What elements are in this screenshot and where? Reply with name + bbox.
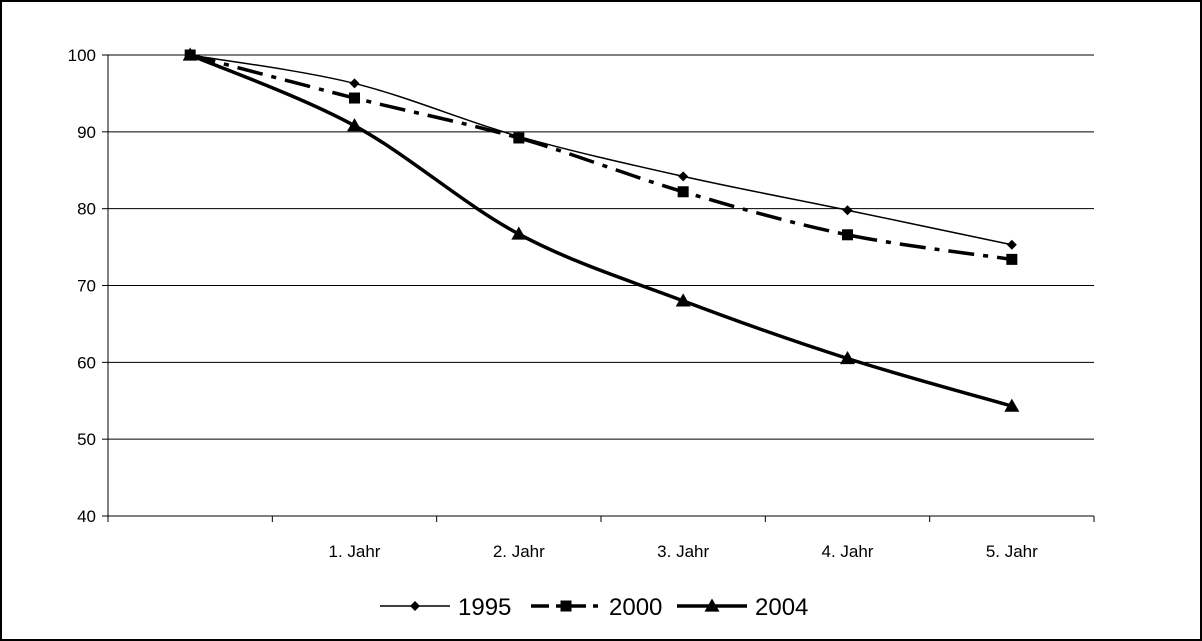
x-tick-label: 2. Jahr	[493, 542, 545, 561]
point-2000-5	[1006, 253, 1018, 265]
point-2000-2	[513, 132, 525, 144]
point-2004-5	[1004, 398, 1020, 412]
point-1995-4	[842, 205, 853, 216]
legend-marker-2000	[560, 600, 572, 612]
legend-label-2004: 2004	[755, 594, 808, 621]
point-2004-1	[347, 118, 362, 132]
x-tick-label: 4. Jahr	[822, 542, 874, 561]
series-line-1995	[190, 54, 1012, 246]
point-1995-1	[349, 78, 360, 89]
point-2004-3	[675, 293, 691, 307]
series-markers	[182, 47, 1020, 412]
legend-label-1995: 1995	[458, 594, 511, 621]
y-tick-label: 50	[77, 430, 96, 449]
series-line-2000	[189, 53, 1013, 262]
legend-label-2000: 2000	[609, 594, 662, 621]
x-tick-label: 3. Jahr	[657, 542, 709, 561]
y-tick-label: 90	[77, 123, 96, 142]
point-2004-4	[840, 350, 855, 365]
y-tick-label: 80	[77, 200, 96, 219]
legend: 1995 2000 2004	[380, 594, 808, 621]
point-2000-4	[842, 229, 853, 241]
y-tick-label: 100	[68, 46, 96, 65]
y-tick-label: 70	[77, 277, 96, 296]
point-2004-0	[182, 47, 198, 61]
x-tick-label: 5. Jahr	[986, 542, 1038, 561]
legend-marker-1995	[410, 601, 420, 611]
y-tick-label: 40	[77, 507, 96, 526]
tick-labels: 40 50 60 70 80 90 100 1. Jahr 2. Jahr 3. Jahr 4. J…	[68, 46, 1039, 561]
gridlines	[108, 54, 1094, 440]
x-tick-label: 1. Jahr	[329, 542, 381, 561]
series-lines	[189, 53, 1013, 408]
point-1995-5	[1006, 239, 1017, 250]
legend-marker-2004	[704, 598, 720, 612]
point-2004-2	[511, 226, 527, 240]
point-1995-3	[678, 171, 689, 182]
series-line-2004	[189, 53, 1013, 408]
y-tick-label: 60	[77, 353, 96, 372]
axes	[102, 54, 1095, 522]
point-2000-3	[677, 186, 689, 198]
point-2000-1	[349, 92, 360, 104]
